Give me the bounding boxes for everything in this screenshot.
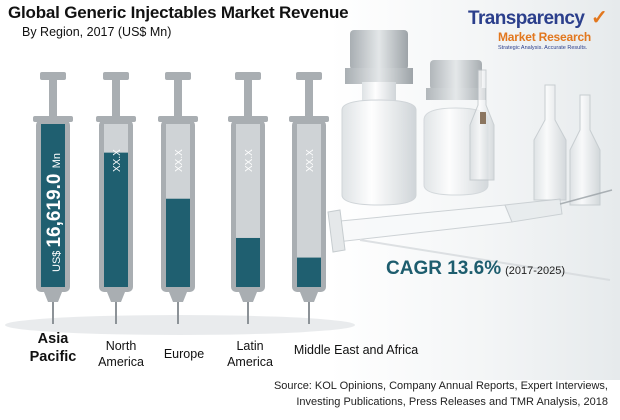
syringe-plunger-latin-america [244,78,252,120]
syringe-thumb-middle-east-and-africa [296,72,322,80]
data-label-latin-america: XX.X [244,149,255,172]
category-label-europe: Europe [163,347,205,361]
category-label-latin-america: Latin America [227,339,273,369]
chart-subtitle: By Region, 2017 (US$ Mn) [22,25,172,39]
syringe-latin-america [228,72,268,324]
bar-latin-america [236,237,260,287]
syringe-hub-asia-pacific [44,292,62,302]
chart-base-shadow [5,315,355,335]
syringe-thumb-latin-america [235,72,261,80]
syringe-needle-latin-america [247,302,249,324]
bar-asia-pacific [41,124,65,287]
syringe-hub-europe [169,292,187,302]
data-label-europe: XX.X [174,149,185,172]
syringe-needle-middle-east-and-africa [308,302,310,324]
company-logo: Transparency ✓ Market Research Strategic… [468,7,616,58]
syringe-needle-asia-pacific [52,302,54,324]
syringe-plunger-europe [174,78,182,120]
syringe-thumb-north-america [103,72,129,80]
syringe-hub-north-america [107,292,125,302]
syringe-middle-east-and-africa [289,72,329,324]
syringe-north-america [96,72,136,324]
data-label-asia-pacific: US$ 16,619.0 Mn [44,153,65,272]
syringe-europe [158,72,198,324]
syringe-hub-middle-east-and-africa [300,292,318,302]
logo-text-line2: Market Research [498,30,592,44]
syringe-plunger-asia-pacific [49,78,57,120]
bar-europe [166,198,190,287]
syringe-plunger-north-america [112,78,120,120]
category-label-asia-pacific: Asia Pacific [29,331,77,365]
syringe-plunger-middle-east-and-africa [305,78,313,120]
syringe-asia-pacific [33,72,73,324]
syringe-hub-latin-america [239,292,257,302]
cagr-value: CAGR 13.6% [386,258,502,279]
syringe-thumb-europe [165,72,191,80]
logo-text-line1: Transparency [468,8,585,29]
logo-tagline: Strategic Analysis. Accurate Results. [498,45,588,51]
data-label-north-america: XX.X [112,149,123,172]
cagr-callout: CAGR 13.6% (2017-2025) [386,258,565,280]
bar-middle-east-and-africa [297,257,321,287]
bar-north-america [104,152,128,287]
source-line-2: Investing Publications, Press Releases a… [296,396,608,408]
vial-large [341,30,417,206]
category-label-middle-east-africa: Middle East and Africa [293,343,419,357]
ampoules [469,69,601,206]
syringe-thumb-asia-pacific [40,72,66,80]
logo-check-icon: ✓ [591,7,608,29]
source-note: Source: KOL Opinions, Company Annual Rep… [274,378,608,410]
syringe-photo [327,189,613,281]
data-label-middle-east-and-africa: XX.X [305,149,316,172]
chart-title: Global Generic Injectables Market Revenu… [8,3,349,22]
cagr-period: (2017-2025) [505,265,566,277]
syringe-needle-north-america [115,302,117,324]
syringe-needle-europe [177,302,179,324]
source-line-1: Source: KOL Opinions, Company Annual Rep… [273,380,608,392]
category-label-north-america: North America [98,339,144,369]
